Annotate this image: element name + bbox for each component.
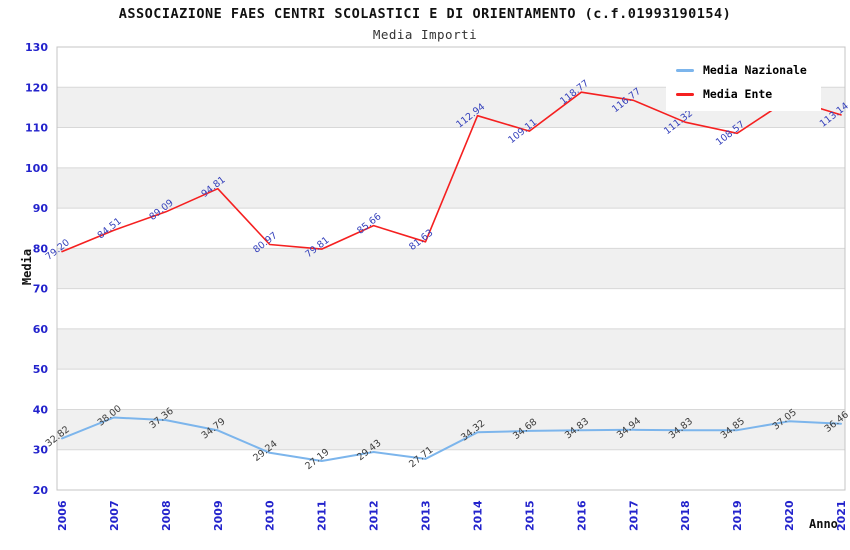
x-axis-ticks: 2006 2007 2008 2009 2010 2011 2012 2013 2014 2015… [56,500,848,531]
series-line-media-nazionale [61,416,842,462]
legend-swatch-media-ente [676,92,694,96]
legend-item-media-ente[interactable]: Media Ente [676,87,807,101]
y-tick-label: 20 [33,484,49,497]
legend: Media Nazionale Media Ente [666,53,821,111]
y-tick-label: 70 [33,283,49,296]
y-tick-label: 90 [33,202,49,215]
x-tick-label: 2013 [420,500,433,531]
x-tick-label: 2012 [368,500,381,531]
plot-border [56,46,846,491]
legend-item-media-nazionale[interactable]: Media Nazionale [676,63,807,77]
x-tick-label: 2008 [160,500,173,531]
x-tick-label: 2021 [835,500,848,531]
x-tick-label: 2006 [56,500,69,531]
x-tick-label: 2015 [523,500,536,531]
y-tick-label: 130 [25,41,48,54]
legend-label: Media Nazionale [703,63,807,77]
y-tick-label: 110 [25,122,48,135]
y-axis-title: Media [20,248,34,286]
x-tick-label: 2016 [575,500,588,531]
chart-title: ASSOCIAZIONE FAES CENTRI SCOLASTICI E DI… [118,6,732,22]
y-tick-label: 40 [33,403,49,416]
grid-band [57,328,845,370]
x-tick-label: 2019 [731,500,744,531]
y-tick-label: 120 [25,81,48,94]
x-tick-label: 2011 [316,500,329,531]
x-axis-title: Anno [809,517,838,531]
data-label: 85.66 [355,211,383,236]
y-tick-label: 60 [33,323,49,336]
y-tick-label: 50 [33,363,49,376]
x-tick-label: 2020 [783,500,796,531]
x-tick-label: 2010 [264,500,277,531]
y-axis-ticks: 20 30 40 50 60 70 80 90 100 110 120 130 [25,41,48,497]
grid-band [57,167,845,209]
x-tick-label: 2007 [108,500,121,531]
y-tick-label: 80 [33,242,49,255]
x-tick-label: 2009 [212,500,225,531]
x-tick-label: 2017 [627,500,640,531]
x-tick-label: 2014 [471,500,484,531]
x-tick-label: 2018 [679,500,692,531]
y-tick-label: 30 [33,444,49,457]
chart-subtitle: Media Importi [372,27,478,42]
y-tick-label: 100 [25,162,48,175]
legend-swatch-media-nazionale [676,68,694,72]
series-line-media-ente [61,91,842,253]
legend-label: Media Ente [703,87,773,101]
grid-band [57,248,845,289]
